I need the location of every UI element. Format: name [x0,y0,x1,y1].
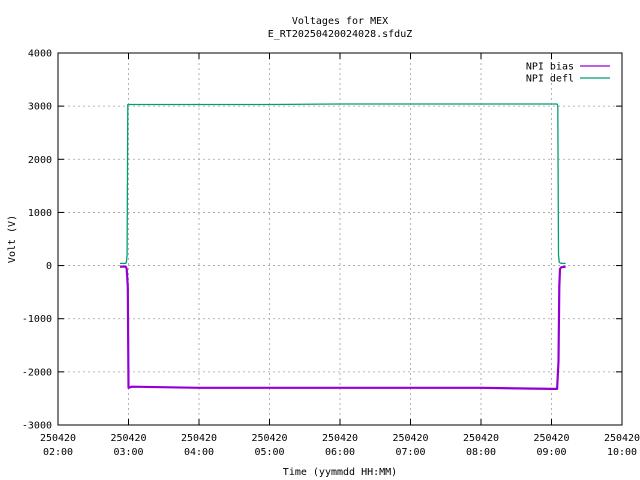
x-tick-label-time: 04:00 [184,447,214,458]
x-tick-label-date: 250420 [463,433,499,444]
x-tick-label-time: 09:00 [536,447,566,458]
x-tick-label-date: 250420 [181,433,217,444]
chart-subtitle: E_RT20250420024028.sfduZ [268,29,413,40]
x-tick-label-date: 250420 [110,433,146,444]
legend-label: NPI defl [526,74,574,85]
y-axis-label: Volt (V) [7,215,18,263]
x-axis-label: Time (yymmdd HH:MM) [283,467,397,478]
x-tick-label-time: 02:00 [43,447,73,458]
x-tick-label-date: 250420 [322,433,358,444]
x-tick-label-date: 250420 [533,433,569,444]
series-line-npi-bias [120,265,566,390]
series-line-npi-defl [120,103,566,265]
ticks: 40003000200010000-1000-2000-300025042002… [22,49,640,459]
y-tick-label: 2000 [28,155,52,166]
x-tick-label-date: 250420 [604,433,640,444]
y-tick-label: -2000 [22,367,52,378]
x-tick-label-time: 03:00 [113,447,143,458]
x-tick-label-time: 06:00 [325,447,355,458]
chart-title: Voltages for MEX [292,16,388,27]
x-tick-label-date: 250420 [392,433,428,444]
x-tick-label-time: 10:00 [607,447,637,458]
legend-label: NPI bias [526,62,574,73]
y-tick-label: 1000 [28,208,52,219]
y-tick-label: 0 [46,261,52,272]
x-tick-label-date: 250420 [251,433,287,444]
x-tick-label-time: 05:00 [254,447,284,458]
y-tick-label: -1000 [22,314,52,325]
x-tick-label-time: 07:00 [395,447,425,458]
series-layer [120,103,566,390]
y-tick-label: -3000 [22,421,52,432]
y-tick-label: 4000 [28,49,52,60]
x-tick-label-time: 08:00 [466,447,496,458]
y-tick-label: 3000 [28,102,52,113]
x-tick-label-date: 250420 [40,433,76,444]
